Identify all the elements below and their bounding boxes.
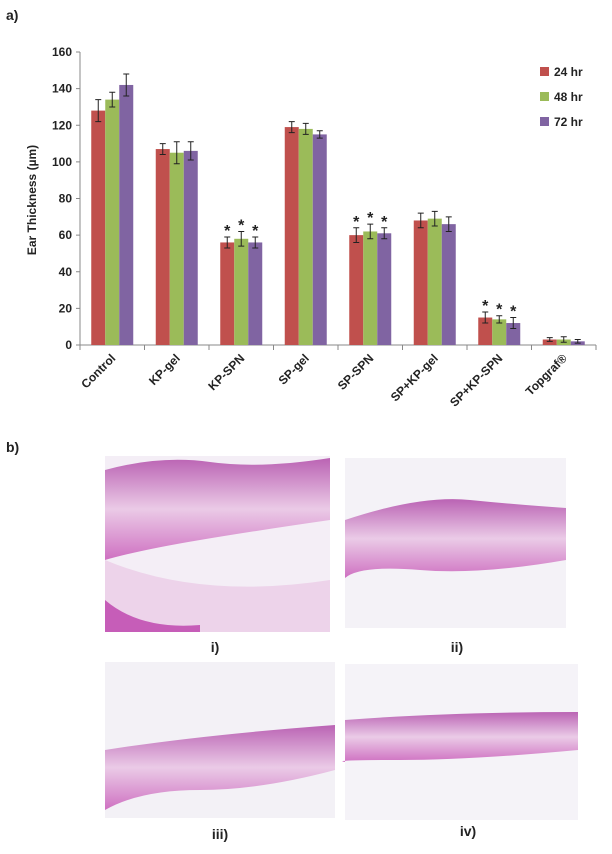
error-bar — [574, 339, 581, 344]
error-bar — [510, 317, 517, 330]
bar — [312, 134, 327, 345]
y-tick-label: 100 — [52, 155, 72, 169]
bar — [506, 323, 521, 345]
x-tick-label: KP-gel — [146, 351, 183, 388]
significance-marker: * — [353, 214, 360, 231]
x-tick-label: SP+KP-gel — [388, 351, 441, 404]
error-bar — [173, 141, 180, 165]
significance-marker: * — [496, 302, 503, 319]
bar — [298, 128, 313, 345]
error-bar — [187, 141, 194, 161]
significance-marker: * — [381, 214, 388, 231]
bar — [413, 220, 428, 345]
y-tick-label: 40 — [59, 265, 73, 279]
legend-label: 72 hr — [554, 115, 583, 129]
y-axis-label: Ear Thickness (µm) — [25, 145, 39, 255]
image-label: iv) — [460, 823, 476, 839]
y-tick-label: 160 — [52, 45, 72, 59]
histology-image — [345, 458, 566, 628]
error-bar — [431, 210, 438, 227]
image-label: iii) — [212, 826, 228, 842]
y-tick-label: 20 — [59, 301, 73, 315]
legend-swatch — [540, 117, 549, 126]
error-bar — [496, 315, 503, 324]
x-tick-label: Control — [78, 351, 118, 391]
error-bar — [95, 99, 102, 123]
panel-label: b) — [6, 439, 19, 455]
x-tick-label: Topgraf® — [523, 351, 570, 398]
error-bar — [560, 336, 567, 343]
bar — [492, 319, 507, 345]
bar — [91, 110, 106, 345]
bar — [220, 242, 235, 345]
bar — [478, 317, 493, 345]
significance-marker: * — [252, 223, 259, 240]
bar — [542, 339, 557, 345]
error-bar — [252, 236, 259, 249]
bar — [363, 231, 378, 345]
x-tick-label: SP-SPN — [335, 351, 376, 392]
bar — [105, 99, 120, 345]
legend-swatch — [540, 67, 549, 76]
y-tick-label: 80 — [59, 192, 73, 206]
error-bar — [482, 311, 489, 324]
legend-swatch — [540, 92, 549, 101]
x-tick-label: SP+KP-SPN — [447, 351, 505, 409]
error-bar — [353, 227, 360, 243]
bar — [169, 152, 184, 345]
error-bar — [302, 122, 309, 135]
significance-marker: * — [238, 217, 245, 234]
significance-marker: * — [224, 223, 231, 240]
image-label: i) — [211, 639, 220, 655]
significance-marker: * — [510, 304, 517, 321]
bar — [284, 127, 299, 345]
error-bar — [417, 212, 424, 229]
legend-label: 24 hr — [554, 65, 583, 79]
y-tick-label: 120 — [52, 118, 72, 132]
bar — [155, 149, 170, 345]
significance-marker: * — [482, 298, 489, 315]
panel-label: a) — [6, 7, 18, 23]
error-bar — [238, 230, 245, 247]
y-tick-label: 60 — [59, 228, 73, 242]
bar — [248, 242, 263, 345]
error-bar — [288, 121, 295, 134]
y-tick-label: 140 — [52, 82, 72, 96]
error-bar — [224, 236, 231, 249]
error-bar — [367, 223, 374, 240]
y-tick-label: 0 — [65, 338, 72, 352]
bar — [377, 233, 392, 345]
error-bar — [546, 337, 553, 342]
histology-image — [105, 456, 330, 632]
bar — [183, 150, 198, 345]
x-tick-label: KP-SPN — [205, 351, 247, 393]
bar — [427, 218, 442, 345]
legend-label: 48 hr — [554, 90, 583, 104]
histology-image — [105, 662, 335, 818]
significance-marker: * — [367, 210, 374, 227]
bar — [119, 84, 134, 346]
bar — [441, 224, 456, 345]
error-bar — [445, 216, 452, 232]
error-bar — [159, 143, 166, 156]
bar — [349, 235, 364, 345]
error-bar — [109, 91, 116, 108]
error-bar — [123, 73, 130, 97]
x-tick-label: SP-gel — [276, 351, 312, 387]
image-label: ii) — [451, 639, 463, 655]
error-bar — [381, 227, 388, 240]
histology-image — [342, 664, 578, 820]
bar — [234, 238, 249, 345]
error-bar — [316, 130, 323, 139]
